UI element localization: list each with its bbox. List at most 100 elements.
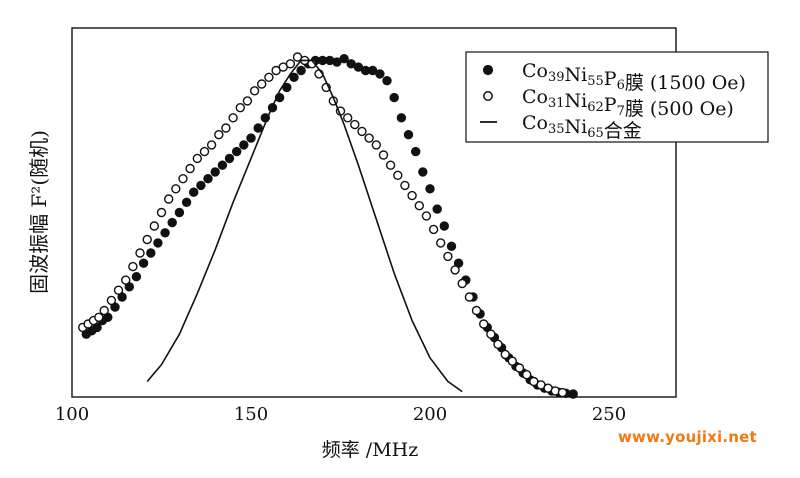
x-tick-label-0: 100 xyxy=(55,404,89,425)
data-point-filled xyxy=(382,75,392,86)
legend-marker-open xyxy=(483,91,493,101)
data-point-filled xyxy=(339,53,349,64)
data-point-filled xyxy=(439,221,449,231)
data-point-open xyxy=(514,363,525,373)
data-point-open xyxy=(385,160,396,170)
plot-frame xyxy=(71,27,677,398)
data-point-open xyxy=(493,339,503,349)
data-point-filled xyxy=(196,180,206,191)
x-tick-label-3: 250 xyxy=(592,404,626,425)
y-axis-label: 固波振幅 F²(随机) xyxy=(27,130,51,294)
data-point-filled xyxy=(189,187,199,197)
data-point-open xyxy=(149,221,160,231)
data-point-open xyxy=(428,224,439,235)
data-point-open xyxy=(378,150,389,160)
data-point-open xyxy=(500,349,510,360)
data-point-open xyxy=(443,251,453,262)
data-point-open xyxy=(135,248,145,258)
data-point-open xyxy=(450,265,460,275)
data-point-open xyxy=(264,72,274,83)
data-point-filled xyxy=(217,160,228,170)
x-tick-label-2: 200 xyxy=(413,404,447,425)
data-point-open xyxy=(163,194,174,204)
data-point-filled xyxy=(432,204,442,214)
legend-box xyxy=(465,51,769,143)
data-point-filled xyxy=(210,167,220,177)
data-point-open xyxy=(171,184,181,194)
data-point-open xyxy=(457,278,467,289)
data-point-open xyxy=(199,146,210,157)
data-point-open xyxy=(400,180,410,191)
data-point-open xyxy=(178,173,188,184)
series-1 xyxy=(77,52,568,398)
data-point-filled xyxy=(203,174,213,184)
data-point-open xyxy=(414,200,424,211)
data-point-filled xyxy=(239,140,249,150)
data-point-filled xyxy=(375,69,385,79)
data-point-open xyxy=(557,387,568,398)
data-point-filled xyxy=(160,228,170,238)
data-point-open xyxy=(479,319,489,329)
data-point-open xyxy=(421,211,432,221)
legend: Co39Ni55P6膜 (1500 Oe)Co31Ni62P7膜 (500 Oe… xyxy=(465,51,769,143)
data-point-filled xyxy=(153,238,163,248)
data-point-open xyxy=(242,96,253,106)
data-point-open xyxy=(436,238,446,248)
data-point-open xyxy=(185,163,195,174)
data-point-open xyxy=(249,86,260,96)
data-point-open xyxy=(486,329,496,339)
data-point-filled xyxy=(131,272,142,282)
data-point-open xyxy=(364,133,374,143)
data-point-open xyxy=(235,102,246,113)
data-point-open xyxy=(350,119,360,130)
legend-label-1: Co31Ni62P7膜 (500 Oe) xyxy=(522,86,734,120)
data-point-open xyxy=(522,370,532,380)
data-point-filled xyxy=(246,133,256,143)
data-point-open xyxy=(192,153,203,164)
data-point-open xyxy=(99,305,109,316)
data-point-open xyxy=(142,234,152,245)
data-point-filled xyxy=(418,167,428,177)
data-point-open xyxy=(106,295,117,306)
data-point-open xyxy=(507,356,517,366)
data-point-open xyxy=(214,129,224,140)
data-point-open xyxy=(393,170,403,181)
data-point-open xyxy=(464,292,475,302)
data-point-open xyxy=(156,207,167,218)
data-point-filled xyxy=(568,389,578,399)
data-point-open xyxy=(471,305,482,316)
data-point-filled xyxy=(425,184,435,194)
data-point-open xyxy=(221,123,231,133)
x-tick-label-1: 150 xyxy=(234,404,268,425)
series-2 xyxy=(146,59,463,393)
legend-label-0: Co39Ni55P6膜 (1500 Oe) xyxy=(522,60,746,94)
data-point-filled xyxy=(446,241,457,252)
data-point-filled xyxy=(232,146,242,157)
data-point-filled xyxy=(167,217,177,228)
data-point-filled xyxy=(403,130,414,140)
data-point-open xyxy=(407,190,417,201)
data-point-open xyxy=(357,126,367,137)
data-point-filled xyxy=(389,92,399,103)
data-point-filled xyxy=(289,72,299,83)
data-point-filled xyxy=(174,207,185,218)
data-point-filled xyxy=(396,113,407,123)
data-point-open xyxy=(228,113,238,123)
data-point-filled xyxy=(224,153,235,164)
data-point-open xyxy=(128,261,138,272)
legend-marker-filled xyxy=(482,64,494,76)
data-point-open xyxy=(257,79,267,89)
data-point-filled xyxy=(146,248,156,258)
watermark-text: www.youjixi.net xyxy=(618,428,757,446)
data-point-filled xyxy=(411,146,421,157)
series-line xyxy=(146,59,463,393)
data-point-open xyxy=(343,113,353,123)
data-point-open xyxy=(371,140,381,150)
data-point-open xyxy=(285,59,296,69)
data-point-open xyxy=(94,312,104,322)
legend-label-2: Co35Ni65合金 xyxy=(522,112,642,142)
data-point-open xyxy=(120,275,131,285)
x-axis-label: 频率 /MHz xyxy=(322,439,418,461)
data-point-open xyxy=(113,285,124,295)
